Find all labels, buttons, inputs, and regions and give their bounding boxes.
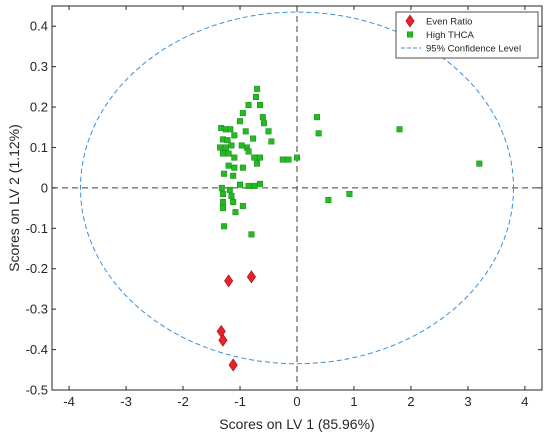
high-thca-point (231, 164, 238, 171)
high-thca-point (254, 85, 261, 92)
high-thca-point (231, 132, 238, 139)
high-thca-point (221, 170, 228, 177)
high-thca-point (476, 160, 483, 167)
high-thca-point (219, 199, 226, 206)
x-tick-label: 4 (521, 394, 528, 409)
high-thca-point (251, 182, 258, 189)
high-thca-point (219, 150, 226, 157)
even-ratio-point (246, 270, 256, 284)
confidence-ellipse (79, 11, 515, 365)
high-thca-point (313, 114, 320, 121)
even-ratio-point (218, 333, 228, 347)
high-thca-point (237, 181, 244, 188)
high-thca-point (260, 120, 267, 127)
high-thca-point (219, 190, 226, 197)
high-thca-point (239, 203, 246, 210)
high-thca-point (230, 199, 237, 206)
high-thca-point (325, 197, 332, 204)
legend-label: Even Ratio (426, 17, 472, 28)
legend-box (395, 11, 539, 59)
high-thca-point (231, 154, 238, 161)
x-tick-label: 2 (407, 394, 414, 409)
high-thca-point (225, 162, 232, 169)
x-tick-label: 3 (464, 394, 471, 409)
high-thca-point (265, 128, 272, 135)
high-thca-point (251, 154, 258, 161)
high-thca-point (268, 138, 275, 145)
high-thca-point (232, 209, 239, 216)
x-axis-title: Scores on LV 1 (85.96%) (219, 416, 374, 432)
y-tick-label: -0.2 (26, 261, 48, 276)
x-tick-label: -2 (177, 394, 189, 409)
legend-marker (405, 14, 415, 28)
x-tick-label: -3 (120, 394, 132, 409)
high-thca-point (225, 150, 232, 157)
high-thca-point (254, 160, 261, 167)
high-thca-point (242, 128, 249, 135)
legend-label: 95% Confidence Level (426, 44, 521, 55)
high-thca-point (219, 205, 226, 212)
y-tick-label: 0 (41, 180, 48, 195)
even-ratio-point (224, 274, 234, 288)
y-tick-label: 0.4 (30, 19, 48, 34)
high-thca-point (252, 93, 259, 100)
high-thca-point (217, 144, 224, 151)
high-thca-point (222, 144, 229, 151)
y-tick-label: 0.3 (30, 59, 48, 74)
y-axis-title: Scores on LV 2 (1.12%) (6, 124, 22, 272)
x-tick-label: -4 (63, 394, 75, 409)
y-tick-label: -0.1 (26, 221, 48, 236)
y-tick-label: -0.4 (26, 342, 48, 357)
high-thca-point (245, 102, 252, 109)
high-thca-point (221, 223, 228, 230)
high-thca-point (346, 190, 353, 197)
high-thca-point (256, 180, 263, 187)
x-tick-label: 1 (350, 394, 357, 409)
high-thca-point (224, 137, 231, 144)
high-thca-point (294, 154, 300, 161)
high-thca-point (245, 148, 252, 155)
high-thca-point (228, 192, 235, 199)
high-thca-point (239, 164, 246, 171)
high-thca-point (279, 156, 286, 163)
legend-marker (407, 31, 413, 38)
legend: Even Ratio High THCA 95% Confidence Level (395, 11, 539, 59)
high-thca-point (227, 126, 234, 133)
high-thca-point (259, 114, 266, 121)
high-thca-point (239, 110, 246, 117)
high-thca-point (285, 156, 292, 163)
high-thca-point (315, 130, 322, 137)
high-thca-point (228, 142, 235, 149)
high-thca-point (230, 172, 237, 179)
high-thca-point (250, 135, 257, 142)
x-tick-label: -1 (234, 394, 246, 409)
high-thca-point (237, 118, 244, 125)
legend-label: High THCA (426, 30, 475, 41)
high-thca-point (396, 126, 403, 133)
high-thca-point (245, 182, 252, 189)
high-thca-point (256, 154, 263, 161)
plot-layer (52, 6, 542, 390)
high-thca-point (256, 102, 263, 109)
high-thca-point (218, 184, 225, 191)
y-tick-label: 0.2 (30, 100, 48, 115)
ticks-layer: -4 -3 -2 -1 0 1 2 3 4 -0.5 -0.4 -0.3 -0.2 -0.1 0 0.1 0.2… (26, 6, 542, 409)
high-thca-point (238, 142, 245, 149)
y-tick-label: 0.1 (30, 140, 48, 155)
even-ratio-point (228, 358, 238, 372)
high-thca-point (226, 186, 233, 193)
high-thca-point (248, 231, 255, 238)
y-tick-label: -0.5 (26, 383, 48, 398)
x-tick-label: 0 (293, 394, 300, 409)
y-tick-label: -0.3 (26, 302, 48, 317)
